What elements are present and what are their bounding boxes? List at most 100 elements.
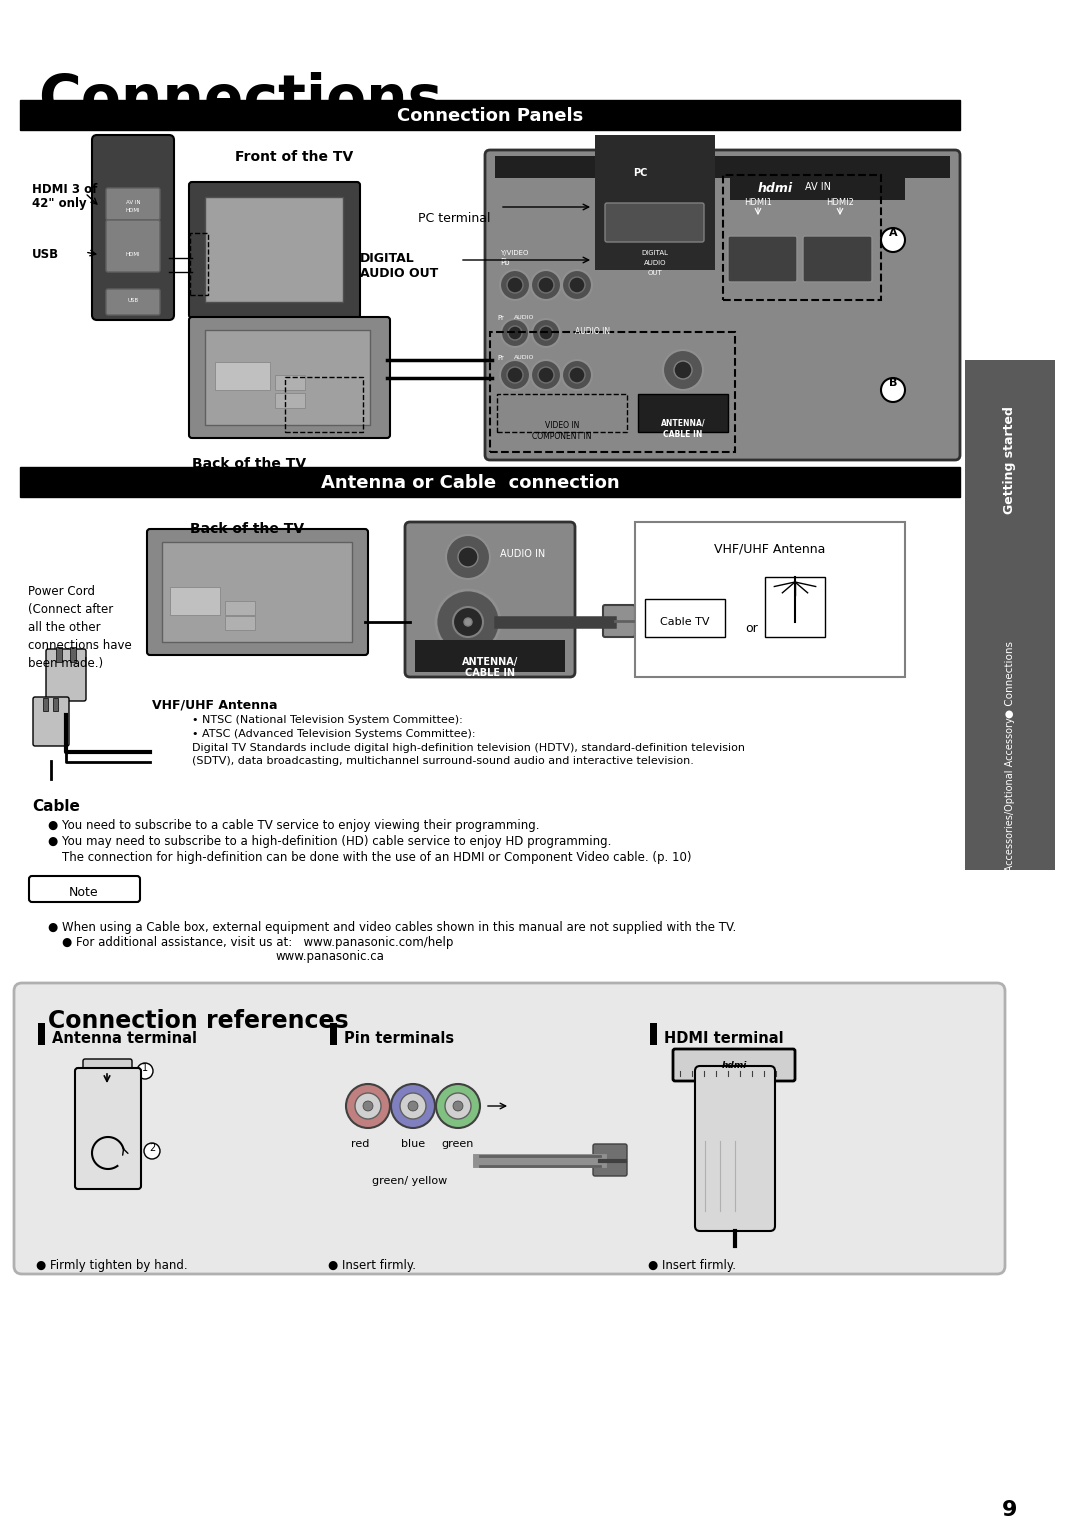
Text: ANTENNA/: ANTENNA/	[661, 418, 705, 427]
Text: AUDIO: AUDIO	[644, 260, 666, 267]
Text: AV IN: AV IN	[805, 182, 831, 192]
Text: HDMI 3 of: HDMI 3 of	[32, 182, 97, 196]
Bar	[490, 332, 735, 452]
Text: AV IN: AV IN	[125, 201, 140, 205]
FancyBboxPatch shape	[14, 984, 1005, 1275]
Bar	[170, 587, 220, 614]
Bar	[225, 616, 255, 630]
Text: ● Firmly tighten by hand.: ● Firmly tighten by hand.	[36, 1259, 188, 1272]
Text: CABLE IN: CABLE IN	[663, 430, 703, 440]
Bar	[595, 175, 715, 270]
Text: VIDEO IN: VIDEO IN	[544, 421, 579, 430]
Circle shape	[464, 617, 472, 627]
FancyBboxPatch shape	[696, 1066, 775, 1232]
Text: HDMI: HDMI	[125, 208, 140, 213]
Bar	[56, 647, 62, 662]
Circle shape	[436, 1085, 480, 1128]
Circle shape	[674, 362, 692, 378]
Bar	[275, 375, 305, 391]
Text: CABLE IN: CABLE IN	[465, 668, 515, 679]
Text: AUDIO OUT: AUDIO OUT	[360, 267, 438, 280]
FancyBboxPatch shape	[106, 290, 160, 316]
FancyBboxPatch shape	[605, 204, 704, 242]
Circle shape	[137, 1063, 153, 1079]
Circle shape	[562, 360, 592, 391]
Text: HDMI: HDMI	[125, 251, 140, 257]
Bar	[21, 100, 960, 130]
Circle shape	[346, 1085, 390, 1128]
Text: Y/VIDEO: Y/VIDEO	[500, 250, 528, 256]
Circle shape	[501, 319, 529, 348]
Text: HDMI1: HDMI1	[744, 198, 772, 207]
FancyBboxPatch shape	[804, 236, 872, 282]
Bar	[638, 394, 728, 432]
Circle shape	[363, 1102, 373, 1111]
Text: red: red	[351, 1138, 369, 1149]
Text: HDMI2: HDMI2	[826, 198, 854, 207]
Circle shape	[663, 349, 703, 391]
Text: COMPONENT IN: COMPONENT IN	[532, 432, 592, 441]
Text: hdmi: hdmi	[721, 1062, 746, 1069]
Text: Cable TV: Cable TV	[660, 617, 710, 627]
Text: HDMI terminal: HDMI terminal	[664, 1031, 784, 1046]
Text: ● When using a Cable box, external equipment and video cables shown in this manu: ● When using a Cable box, external equip…	[48, 921, 737, 935]
Text: Back of the TV: Back of the TV	[192, 457, 306, 470]
Text: 1: 1	[141, 1063, 148, 1072]
Text: Antenna or Cable  connection: Antenna or Cable connection	[321, 473, 619, 492]
Bar	[43, 699, 48, 711]
Text: VHF/UHF Antenna: VHF/UHF Antenna	[152, 699, 278, 712]
Circle shape	[531, 360, 561, 391]
Text: blue: blue	[401, 1138, 426, 1149]
FancyBboxPatch shape	[485, 150, 960, 460]
FancyBboxPatch shape	[92, 135, 174, 320]
Circle shape	[538, 277, 554, 293]
Bar	[595, 135, 715, 201]
Bar	[285, 377, 363, 432]
Text: ● Accessories/Optional Accessory: ● Accessories/Optional Accessory	[1005, 717, 1015, 882]
Circle shape	[458, 547, 478, 567]
Text: USB: USB	[127, 299, 138, 303]
Text: ● Insert firmly.: ● Insert firmly.	[648, 1259, 735, 1272]
Text: 9: 9	[1002, 1500, 1017, 1520]
Text: 2: 2	[149, 1143, 156, 1154]
Bar	[650, 1023, 657, 1045]
Bar	[330, 1023, 337, 1045]
Circle shape	[500, 360, 530, 391]
Text: Note: Note	[69, 885, 98, 899]
Text: The connection for high-definition can be done with the use of an HDMI or Compon: The connection for high-definition can b…	[62, 850, 691, 864]
Text: green/ yellow: green/ yellow	[373, 1177, 447, 1186]
Text: Pin terminals: Pin terminals	[345, 1031, 454, 1046]
Circle shape	[453, 607, 483, 637]
Bar	[162, 542, 352, 642]
Circle shape	[881, 228, 905, 251]
Text: USB: USB	[32, 248, 59, 260]
FancyBboxPatch shape	[189, 182, 360, 319]
Text: Cable: Cable	[32, 800, 80, 813]
Circle shape	[507, 368, 523, 383]
Text: ANTENNA/: ANTENNA/	[462, 657, 518, 666]
Circle shape	[532, 319, 561, 348]
Text: Connection Panels: Connection Panels	[396, 107, 583, 126]
Text: Getting started: Getting started	[1003, 406, 1016, 513]
Bar	[205, 329, 370, 424]
Text: PC terminal: PC terminal	[418, 211, 490, 225]
Circle shape	[436, 590, 500, 654]
Circle shape	[400, 1092, 426, 1118]
FancyBboxPatch shape	[29, 876, 140, 902]
Text: AUDIO IN: AUDIO IN	[500, 548, 545, 559]
Bar	[497, 394, 627, 432]
Text: AUDIO: AUDIO	[514, 355, 535, 360]
Bar	[765, 578, 825, 637]
FancyBboxPatch shape	[46, 650, 86, 702]
Circle shape	[144, 1143, 160, 1160]
Bar	[21, 467, 960, 496]
FancyBboxPatch shape	[106, 188, 160, 221]
Bar	[645, 599, 725, 637]
Text: Pb: Pb	[500, 257, 510, 267]
Text: DIGITAL: DIGITAL	[642, 250, 669, 256]
Circle shape	[531, 270, 561, 300]
Text: ● You need to subscribe to a cable TV service to enjoy viewing their programming: ● You need to subscribe to a cable TV se…	[48, 820, 540, 832]
Text: Pr: Pr	[497, 355, 504, 362]
Text: PC: PC	[633, 169, 647, 178]
Text: hdmi: hdmi	[758, 182, 793, 195]
